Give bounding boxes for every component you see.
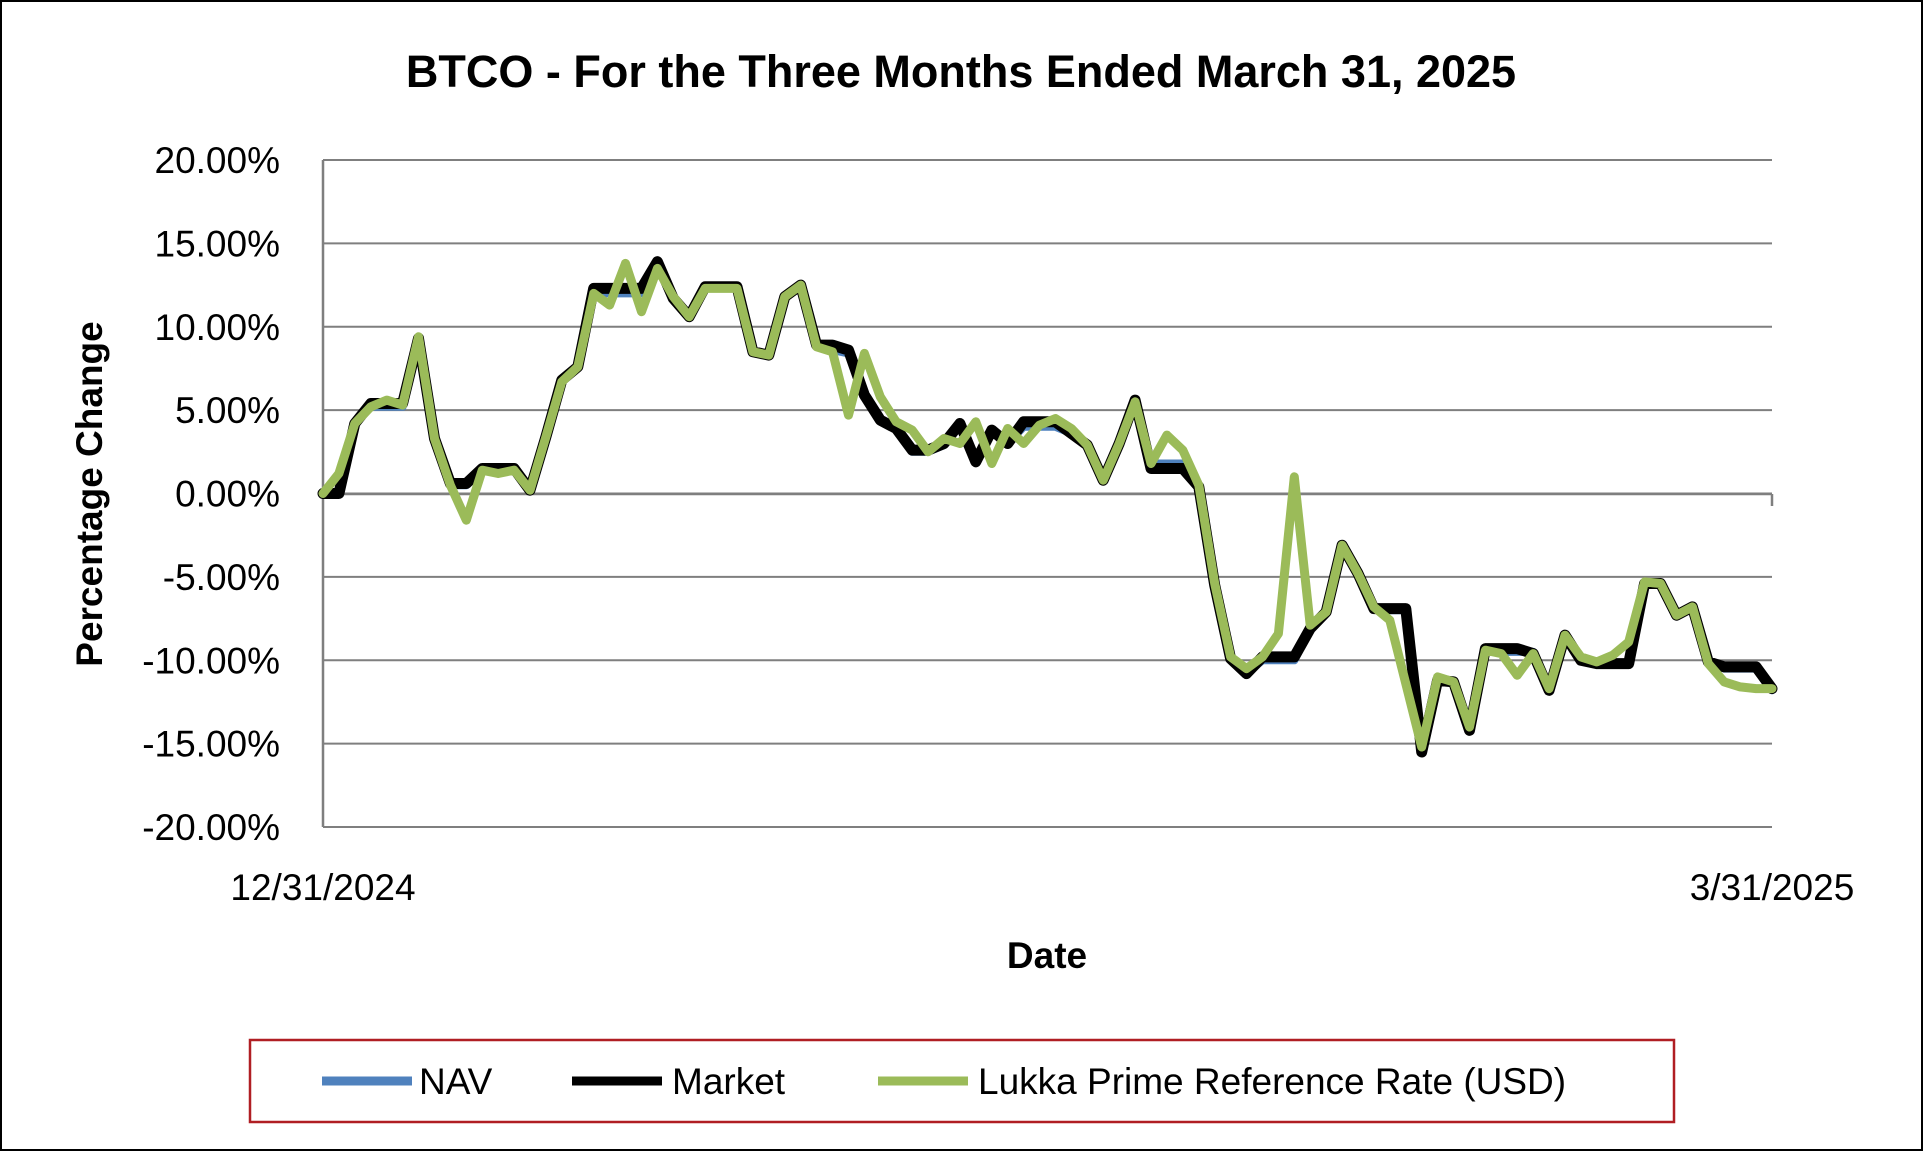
- legend-entry-market: Market: [572, 1061, 786, 1102]
- y-axis-label: Percentage Change: [69, 321, 110, 666]
- x-axis-label: Date: [1007, 935, 1087, 976]
- y-tick-label: -10.00%: [142, 640, 280, 681]
- series-line-lukka: [318, 258, 1777, 752]
- x-tick-label-start: 12/31/2024: [230, 867, 415, 908]
- legend-box: [248, 1038, 1676, 1124]
- y-tick-labels: 20.00% 15.00% 10.00% 5.00% 0.00% -5.00% -10.00…: [142, 140, 280, 848]
- y-tick-label: -15.00%: [142, 724, 280, 765]
- chart-title: BTCO - For the Three Months Ended March …: [406, 46, 1516, 97]
- y-tick-label: 5.00%: [175, 390, 280, 431]
- y-tick-label: 0.00%: [175, 474, 280, 515]
- legend-label-market: Market: [672, 1061, 786, 1102]
- legend-label-nav: NAV: [419, 1061, 493, 1102]
- y-tick-label: 15.00%: [155, 223, 281, 264]
- series-lines: [317, 256, 1778, 758]
- x-tick-label-end: 3/31/2025: [1690, 867, 1855, 908]
- y-tick-label: 20.00%: [155, 140, 281, 181]
- y-tick-label: 10.00%: [155, 307, 281, 348]
- legend-entry-nav: NAV: [322, 1061, 493, 1102]
- legend-entry-lukka: Lukka Prime Reference Rate (USD): [878, 1061, 1566, 1102]
- y-tick-label: -20.00%: [142, 807, 280, 848]
- y-tick-label: -5.00%: [163, 557, 280, 598]
- legend-label-lukka: Lukka Prime Reference Rate (USD): [978, 1061, 1566, 1102]
